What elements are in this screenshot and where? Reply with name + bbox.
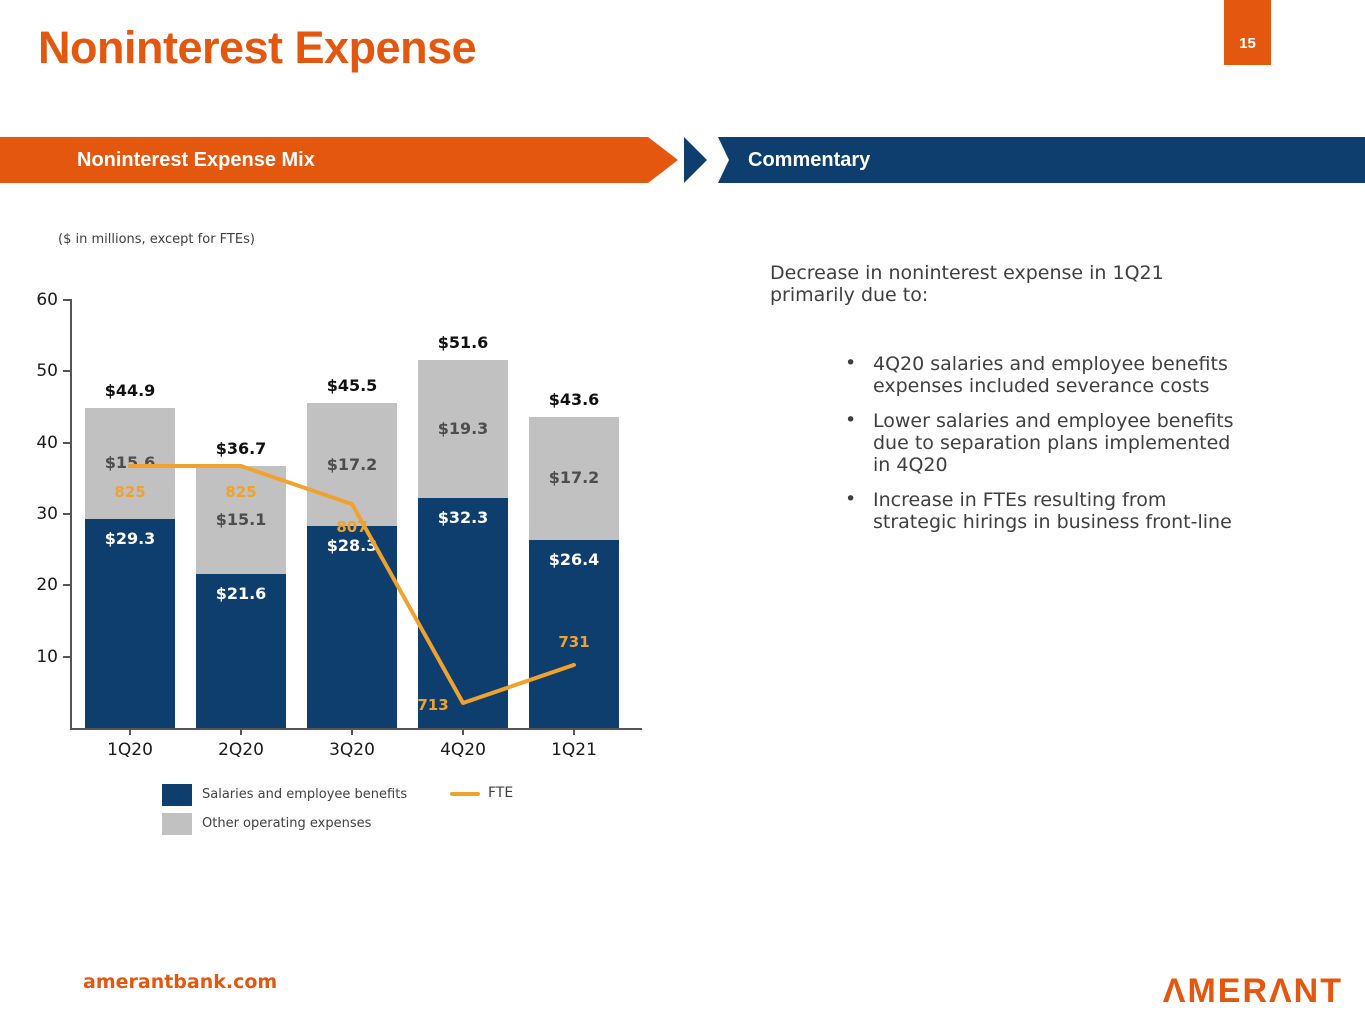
y-axis-tick <box>63 584 72 587</box>
section-banner-commentary-label: Commentary <box>748 148 871 171</box>
x-axis-label: 3Q20 <box>329 740 375 760</box>
commentary-bullet: • Increase in FTEs resulting from strateg… <box>770 488 1326 533</box>
page-number: 15 <box>1239 35 1256 52</box>
bar-segment-salaries <box>529 539 619 728</box>
fte-line <box>128 464 576 705</box>
fte-value-label: 731 <box>558 632 590 651</box>
chart-units-note: ($ in millions, except for FTEs) <box>58 232 255 247</box>
y-axis-label: 20 <box>36 575 58 596</box>
footer-website-link[interactable]: amerantbank.com <box>83 971 278 993</box>
chart-plot-area: 10 20 30 40 50 60 $29.3 $15.6 $44.9 1Q20 $21.6 $15.… <box>36 290 642 760</box>
legend-swatch-salaries <box>162 784 192 806</box>
legend-label-other: Other operating expenses <box>202 816 372 831</box>
bar-total-label: $36.7 <box>215 439 267 459</box>
commentary-panel: Decrease in noninterest expense in 1Q21 … <box>770 262 1326 546</box>
bar-total-label: $44.9 <box>104 380 156 400</box>
bar-segment-salaries <box>196 573 286 728</box>
x-axis-tick <box>129 728 131 735</box>
y-axis-label: 50 <box>36 361 58 382</box>
section-banner-commentary: Commentary <box>684 137 1365 183</box>
y-axis-tick <box>63 513 72 515</box>
page-number-badge: 15 <box>1224 0 1271 65</box>
bar-label-salaries: $28.3 <box>326 536 378 556</box>
commentary-bullet-text: Lower salaries and employee benefits due… <box>873 410 1234 476</box>
y-axis-label: 40 <box>36 432 58 453</box>
y-axis-tick <box>63 655 72 658</box>
bullet-icon: • <box>845 488 857 510</box>
y-axis-tick <box>63 370 72 373</box>
bar-label-other: $17.2 <box>326 454 378 474</box>
bar-segment-salaries <box>85 519 175 728</box>
bar-label-other: $15.1 <box>215 510 267 530</box>
commentary-bullet-text: 4Q20 salaries and employee benefits expe… <box>873 353 1228 397</box>
bar-label-other: $17.2 <box>548 468 600 488</box>
bar-total-label: $45.5 <box>326 376 378 396</box>
section-banner-commentary-bar: Commentary <box>718 137 1365 183</box>
y-axis-tick <box>63 299 72 301</box>
bar-label-salaries: $29.3 <box>104 528 156 548</box>
commentary-bullet: • Lower salaries and employee benefits du… <box>770 409 1326 476</box>
y-axis-label: 60 <box>36 290 58 310</box>
chevron-right-icon <box>684 137 707 183</box>
x-axis-label: 1Q21 <box>551 740 597 760</box>
bar-total-label: $51.6 <box>437 332 489 352</box>
bar-label-salaries: $21.6 <box>215 583 267 603</box>
commentary-heading: Decrease in noninterest expense in 1Q21 … <box>770 262 1164 306</box>
bar-total-label: $43.6 <box>548 389 600 409</box>
bar-segment-other <box>85 407 175 519</box>
commentary-bullet: • 4Q20 salaries and employee benefits exp… <box>770 352 1326 397</box>
x-axis-tick <box>462 728 464 735</box>
bar-segment-salaries <box>418 497 508 728</box>
y-axis-label: 10 <box>36 646 58 667</box>
x-axis-label: 1Q20 <box>107 740 153 760</box>
fte-value-label: 825 <box>225 483 257 501</box>
fte-value-label: 713 <box>417 695 449 714</box>
legend-label-fte: FTE <box>488 785 514 801</box>
bar-segment-other <box>418 359 508 498</box>
fte-value-label: 825 <box>114 483 146 501</box>
fte-value-label: 807 <box>336 518 368 537</box>
bullet-icon: • <box>845 409 857 431</box>
x-axis-tick <box>573 728 575 735</box>
x-axis-tick <box>240 728 242 735</box>
bar-segment-other <box>529 417 619 540</box>
bar-segment-other <box>196 466 286 574</box>
legend-swatch-other <box>162 813 192 835</box>
x-axis-tick <box>351 728 353 735</box>
x-axis-label: 4Q20 <box>440 740 486 760</box>
y-axis-label: 30 <box>36 504 58 524</box>
y-axis-tick <box>63 441 72 444</box>
noninterest-expense-chart: ($ in millions, except for FTEs) 10 20 30 4… <box>30 225 690 865</box>
bar-label-salaries: $26.4 <box>548 549 600 569</box>
bullet-icon: • <box>845 352 857 374</box>
amerant-logo: ΛMERΛNT <box>1162 972 1343 1010</box>
section-banner-chart: Noninterest Expense Mix <box>0 137 678 183</box>
page-title: Noninterest Expense <box>38 22 477 73</box>
legend-label-salaries: Salaries and employee benefits <box>202 787 408 802</box>
section-banner-chart-label: Noninterest Expense Mix <box>77 148 315 171</box>
bar-label-other: $19.3 <box>437 418 489 438</box>
legend-line-fte-icon <box>450 792 480 796</box>
commentary-bullet-text: Increase in FTEs resulting from strategi… <box>873 489 1232 533</box>
commentary-bullet-list: • 4Q20 salaries and employee benefits exp… <box>770 352 1326 533</box>
bar-label-salaries: $32.3 <box>437 507 489 527</box>
x-axis-label: 2Q20 <box>218 740 264 760</box>
